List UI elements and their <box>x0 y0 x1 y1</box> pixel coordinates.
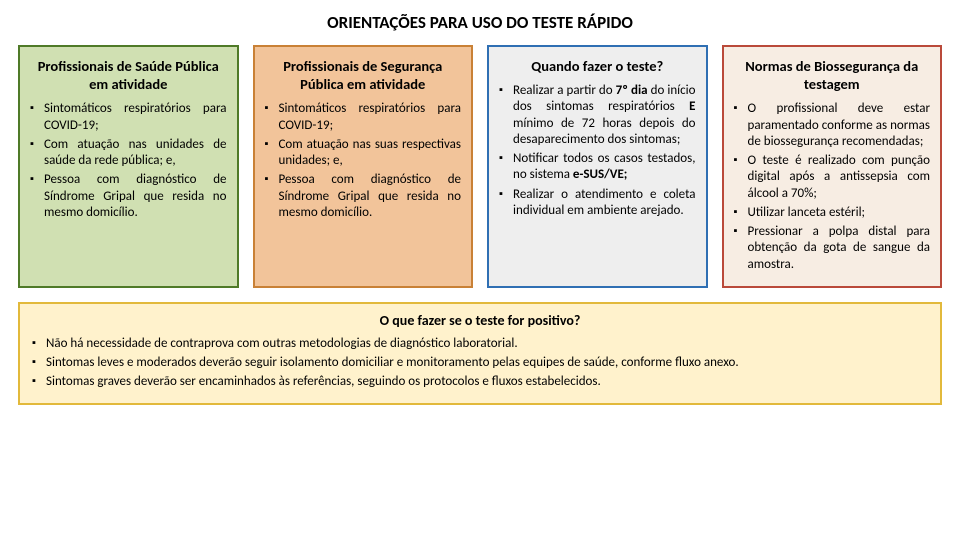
card-seguranca: Profissionais de Segurança Pública em at… <box>253 45 474 288</box>
list-item: Utilizar lanceta estéril; <box>734 205 931 221</box>
card-heading: Normas de Biossegurança da testagem <box>734 57 931 93</box>
list-item: Realizar o atendimento e coleta individu… <box>499 187 696 220</box>
list-item: Pessoa com diagnóstico de Síndrome Gripa… <box>30 172 227 221</box>
list-item: Sintomáticos respiratórios para COVID-19… <box>265 101 462 134</box>
list-item: Sintomas leves e moderados deverão segui… <box>32 355 928 372</box>
card-biosseguranca: Normas de Biossegurança da testagem O pr… <box>722 45 943 288</box>
list-item: Não há necessidade de contraprova com ou… <box>32 336 928 353</box>
list-item: Sintomáticos respiratórios para COVID-19… <box>30 101 227 134</box>
page-title: ORIENTAÇÕES PARA USO DO TESTE RÁPIDO <box>18 12 942 33</box>
card-row: Profissionais de Saúde Pública em ativid… <box>18 45 942 288</box>
list-item: Realizar a partir do 7º dia do início do… <box>499 83 696 148</box>
card-quando: Quando fazer o teste? Realizar a partir … <box>487 45 708 288</box>
list-item: O profissional deve estar paramentado co… <box>734 101 931 150</box>
card-saude: Profissionais de Saúde Pública em ativid… <box>18 45 239 288</box>
list-item: Pressionar a polpa distal para obtenção … <box>734 224 931 273</box>
list-item: Pessoa com diagnóstico de Síndrome Gripa… <box>265 172 462 221</box>
card-heading: Profissionais de Saúde Pública em ativid… <box>30 57 227 93</box>
list-item: Sintomas graves deverão ser encaminhados… <box>32 374 928 391</box>
card-heading: Profissionais de Segurança Pública em at… <box>265 57 462 93</box>
card-list: Sintomáticos respiratórios para COVID-19… <box>30 101 227 221</box>
list-item: O teste é realizado com punção digital a… <box>734 153 931 202</box>
bottom-heading: O que fazer se o teste for positivo? <box>32 312 928 330</box>
card-heading: Quando fazer o teste? <box>499 57 696 75</box>
card-list: Sintomáticos respiratórios para COVID-19… <box>265 101 462 221</box>
list-item: Notificar todos os casos testados, no si… <box>499 151 696 184</box>
list-item: Com atuação nas unidades de saúde da red… <box>30 137 227 170</box>
card-list: Realizar a partir do 7º dia do início do… <box>499 83 696 219</box>
bottom-list: Não há necessidade de contraprova com ou… <box>32 336 928 391</box>
card-list: O profissional deve estar paramentado co… <box>734 101 931 273</box>
list-item: Com atuação nas suas respectivas unidade… <box>265 137 462 170</box>
bottom-panel: O que fazer se o teste for positivo? Não… <box>18 302 942 405</box>
